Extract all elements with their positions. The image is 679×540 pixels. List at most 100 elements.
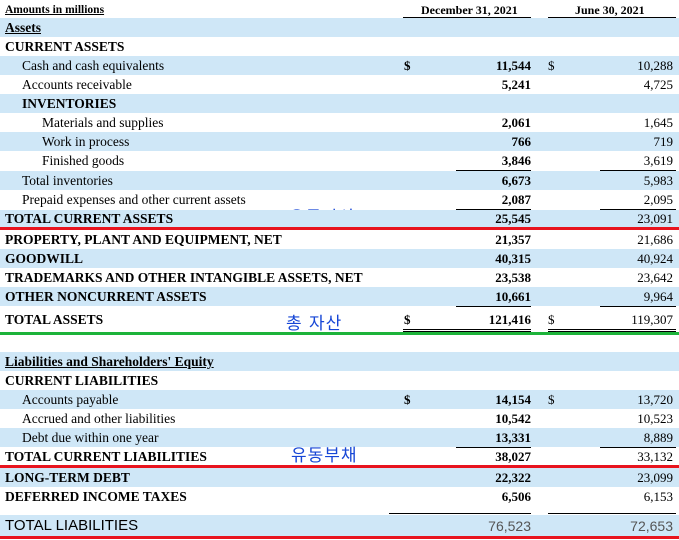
red-underline-current-assets: [0, 227, 679, 230]
row-label: Accounts receivable: [22, 77, 132, 92]
subtotal-rule-2: [600, 209, 676, 210]
row-label: Total inventories: [22, 173, 113, 188]
value-dec-2021: 40,315: [495, 251, 531, 266]
value-dec-2021: 25,545: [495, 211, 531, 226]
assets-heading: Assets: [5, 20, 41, 35]
value-jun-2021: 119,307: [631, 312, 673, 327]
col-header-jun-2021: June 30, 2021: [575, 3, 645, 17]
header-rule-2: [548, 17, 676, 18]
value-dec-2021: 766: [511, 134, 532, 149]
value-jun-2021: 40,924: [637, 251, 673, 266]
row-label: TRADEMARKS AND OTHER INTANGIBLE ASSETS, …: [5, 270, 363, 285]
value-jun-2021: 10,523: [637, 411, 673, 426]
liabilities-heading-row: Liabilities and Shareholders' Equity: [0, 352, 679, 371]
table-row: Debt due within one year 13,331 8,889: [0, 428, 679, 447]
value-dec-2021: 14,154: [495, 392, 531, 407]
value-jun-2021: 1,645: [643, 115, 673, 130]
current-liabilities-heading-row: CURRENT LIABILITIES: [0, 371, 679, 390]
value-dec-2021: 22,322: [495, 470, 531, 485]
double-rule-2: [548, 329, 676, 332]
row-label: GOODWILL: [5, 251, 84, 266]
row-label: TOTAL CURRENT ASSETS: [5, 211, 174, 226]
value-jun-2021: 10,288: [637, 58, 673, 73]
value-dec-2021: 38,027: [495, 449, 531, 464]
table-row: OTHER NONCURRENT ASSETS 10,661 9,964: [0, 287, 679, 306]
subtotal-rule-1: [456, 170, 531, 171]
table-row: TOTAL LIABILITIES 76,523 72,653: [0, 515, 679, 537]
table-row: TOTAL ASSETS $ 121,416 $ 119,307: [0, 308, 679, 332]
table-row: Finished goods 3,846 3,619: [0, 151, 679, 170]
table-row: Accounts receivable 5,241 4,725: [0, 75, 679, 94]
subtotal-rule-1: [456, 209, 531, 210]
header-row: Amounts in millions December 31, 2021 Ju…: [0, 2, 679, 18]
table-row: TRADEMARKS AND OTHER INTANGIBLE ASSETS, …: [0, 268, 679, 287]
subtotal-rule-2: [600, 306, 676, 307]
table-row: Total inventories 6,673 5,983: [0, 171, 679, 190]
table-row: Work in process 766 719: [0, 132, 679, 151]
value-dec-2021: 6,673: [501, 173, 531, 188]
row-label: TOTAL ASSETS: [5, 312, 104, 327]
table-row: Prepaid expenses and other current asset…: [0, 190, 679, 209]
header-rule-1: [403, 17, 531, 18]
row-label: TOTAL LIABILITIES: [5, 517, 139, 534]
table-row: TOTAL CURRENT ASSETS 25,545 23,091: [0, 210, 679, 228]
value-dec-2021: 13,331: [495, 430, 531, 445]
value-dec-2021: 23,538: [495, 270, 531, 285]
subtotal-rule-2: [600, 447, 676, 448]
row-label: PROPERTY, PLANT AND EQUIPMENT, NET: [5, 232, 282, 247]
value-dec-2021: 11,544: [495, 58, 531, 73]
dollar-sign: $: [404, 392, 411, 407]
row-label: Materials and supplies: [42, 115, 164, 130]
row-label: TOTAL CURRENT LIABILITIES: [5, 449, 207, 464]
value-jun-2021: 5,983: [643, 173, 673, 188]
value-jun-2021: 23,091: [637, 211, 673, 226]
subtotal-rule-1: [456, 447, 531, 448]
subtotal-rule-1: [389, 513, 531, 514]
table-row: LONG-TERM DEBT 22,322 23,099: [0, 468, 679, 487]
dollar-sign: $: [548, 312, 555, 327]
value-dec-2021: 121,416: [488, 312, 531, 327]
value-jun-2021: 6,153: [643, 489, 673, 504]
value-jun-2021: 719: [653, 134, 674, 149]
value-jun-2021: 23,642: [637, 270, 673, 285]
current-assets-heading: CURRENT ASSETS: [5, 39, 125, 54]
subtotal-rule-2: [548, 513, 676, 514]
row-label: Work in process: [42, 134, 130, 149]
value-jun-2021: 4,725: [643, 77, 673, 92]
value-jun-2021: 3,619: [643, 153, 673, 168]
dollar-sign: $: [404, 312, 411, 327]
green-underline-total-assets: [0, 332, 679, 335]
table-row: DEFERRED INCOME TAXES 6,506 6,153: [0, 487, 679, 507]
value-jun-2021: 13,720: [637, 392, 673, 407]
inventories-heading: INVENTORIES: [22, 96, 117, 111]
value-jun-2021: 23,099: [637, 470, 673, 485]
dollar-sign: $: [548, 58, 555, 73]
value-dec-2021: 2,061: [501, 115, 531, 130]
value-dec-2021: 10,661: [495, 289, 531, 304]
row-label: Accounts payable: [22, 392, 119, 407]
dollar-sign: $: [548, 392, 555, 407]
row-label: Debt due within one year: [22, 430, 159, 445]
liabilities-heading: Liabilities and Shareholders' Equity: [5, 354, 214, 369]
current-liabilities-heading: CURRENT LIABILITIES: [5, 373, 159, 388]
row-label: Accrued and other liabilities: [22, 411, 176, 426]
red-underline-total-liabilities: [0, 536, 679, 539]
table-row: PROPERTY, PLANT AND EQUIPMENT, NET 21,35…: [0, 230, 679, 249]
value-dec-2021: 6,506: [501, 489, 531, 504]
annotation-total-assets: 총 자산: [286, 314, 343, 334]
value-jun-2021: 72,653: [630, 518, 673, 534]
value-jun-2021: 9,964: [643, 289, 673, 304]
row-label: Prepaid expenses and other current asset…: [22, 192, 246, 207]
row-label: Cash and cash equivalents: [22, 58, 165, 73]
value-jun-2021: 8,889: [643, 430, 673, 445]
value-jun-2021: 2,095: [643, 192, 673, 207]
double-rule-1: [403, 329, 531, 332]
table-row: Cash and cash equivalents $ 11,544 $ 10,…: [0, 56, 679, 75]
value-dec-2021: 3,846: [501, 153, 531, 168]
value-dec-2021: 2,087: [501, 192, 531, 207]
col-header-dec-2021: December 31, 2021: [421, 3, 518, 17]
red-underline-current-liabilities: [0, 465, 679, 468]
value-dec-2021: 21,357: [495, 232, 531, 247]
table-row: Accounts payable $ 14,154 $ 13,720: [0, 390, 679, 409]
